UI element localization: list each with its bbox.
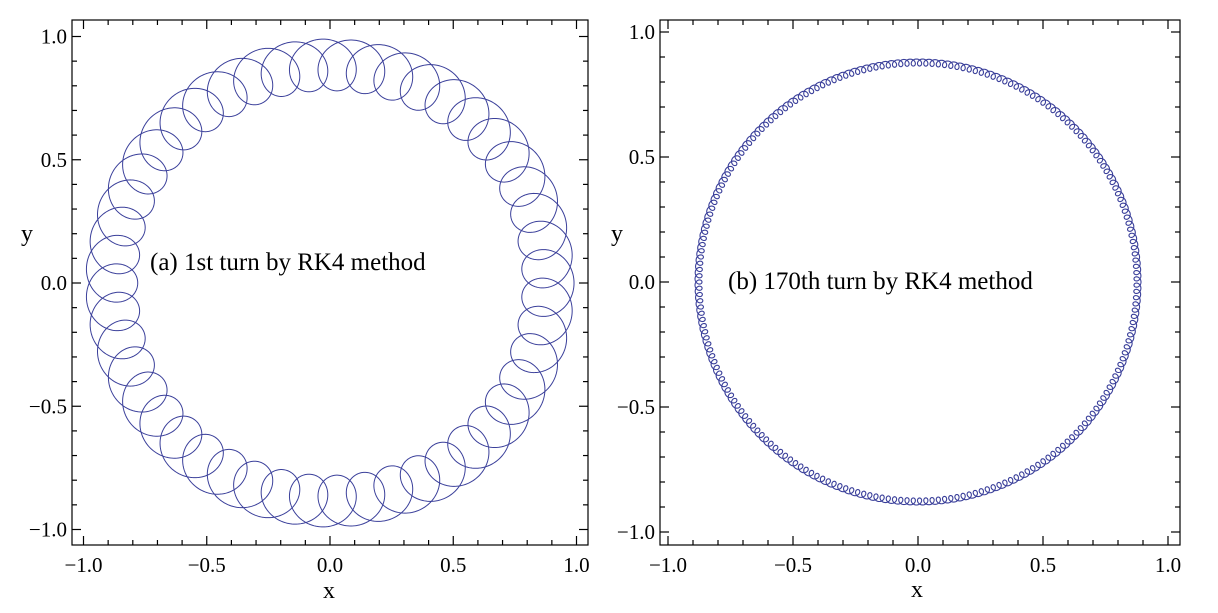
y-tick-label-a: 1.0 (41, 25, 67, 49)
y-tick-label-a: −0.5 (29, 394, 67, 418)
y-tick-label-b: −1.0 (617, 520, 655, 544)
y-axis-label-b: y (611, 221, 623, 247)
x-tick-label-b: 0.0 (905, 553, 931, 577)
y-tick-label-a: 0.0 (41, 271, 67, 295)
x-tick-label-b: −1.0 (649, 553, 687, 577)
panel-a: −1.0 −1.0 −0.5 −0.5 0.0 0.0 0.5 0.5 1.0 1.0 (a) 1… (21, 19, 590, 604)
x-tick-label-b: −0.5 (774, 553, 812, 577)
ticks-b: −1.0 −1.0 −0.5 −0.5 0.0 0.0 0.5 0.5 1.0 1.0 (617, 20, 1181, 577)
trajectory-line-a (85, 38, 575, 528)
trajectory-b (694, 58, 1142, 506)
y-axis-label-a: y (21, 221, 33, 247)
ticks-a: −1.0 −1.0 −0.5 −0.5 0.0 0.0 0.5 0.5 1.0 1.0 (29, 20, 590, 577)
x-tick-label-b: 0.5 (1030, 553, 1056, 577)
x-tick-label-a: 1.0 (563, 553, 589, 577)
plot-frame-a (71, 19, 589, 546)
x-tick-label-b: 1.0 (1155, 553, 1181, 577)
trajectory-line-b (694, 58, 1142, 506)
y-tick-label-b: 0.0 (629, 270, 655, 294)
x-tick-label-a: −0.5 (188, 553, 226, 577)
y-tick-label-b: 0.5 (629, 145, 655, 169)
x-tick-label-a: 0.0 (317, 553, 343, 577)
x-axis-label-a: x (323, 578, 335, 604)
x-axis-label-b: x (911, 577, 923, 603)
trajectory-a (85, 38, 575, 528)
x-tick-label-a: −1.0 (64, 553, 102, 577)
y-tick-label-b: −0.5 (617, 395, 655, 419)
y-tick-label-b: 1.0 (629, 20, 655, 44)
x-tick-label-a: 0.5 (440, 553, 466, 577)
annotation-b: (b) 170th turn by RK4 method (728, 268, 1033, 295)
y-tick-label-a: −1.0 (29, 518, 67, 542)
annotation-a: (a) 1st turn by RK4 method (150, 249, 426, 276)
y-tick-label-a: 0.5 (41, 148, 67, 172)
panel-b: −1.0 −1.0 −0.5 −0.5 0.0 0.0 0.5 0.5 1.0 1.0 (b) 1… (611, 19, 1181, 603)
